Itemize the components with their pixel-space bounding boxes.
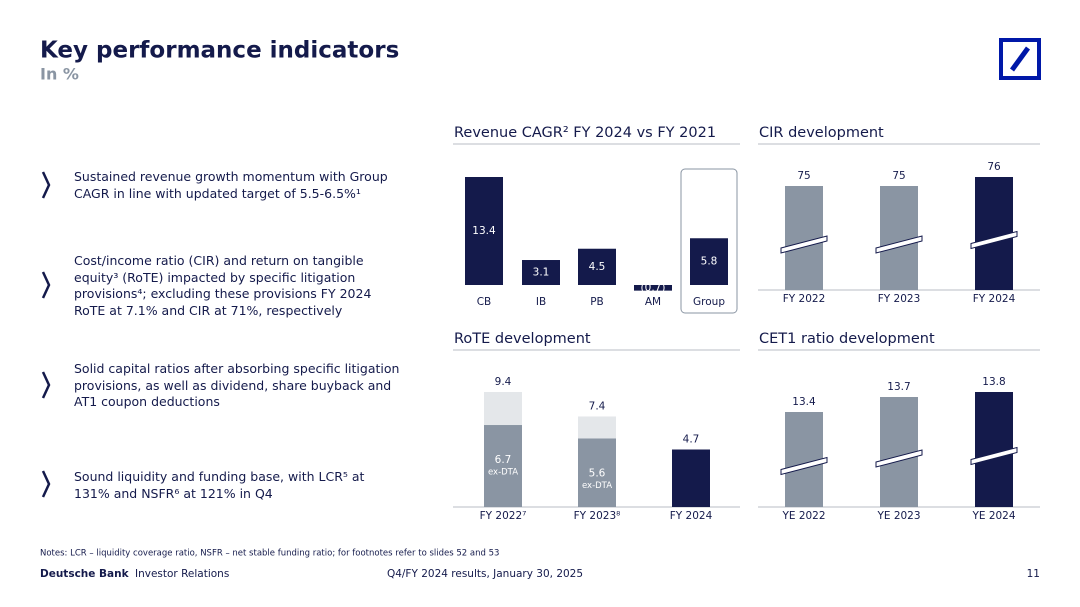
bar [880,397,918,507]
x-tick-label: IB [536,296,546,308]
value-label: 9.4 [495,376,512,388]
x-tick-label: YE 2023 [876,510,920,522]
chart-title: CET1 ratio development [759,331,935,347]
bullet: Sustained revenue growth momentum with G… [74,169,388,201]
axis-break [970,446,1018,466]
brand: Deutsche Bank [40,568,130,580]
bar [578,438,616,507]
event: Q4/FY 2024 results, January 30, 2025 [387,568,583,580]
bar [465,177,503,285]
value-label: 5.6 [589,467,606,479]
value-label: (0.7) [641,282,666,294]
x-tick-label: FY 2022 [783,293,826,305]
value-label: 75 [797,170,810,182]
value-label: 13.7 [887,381,910,393]
bar [690,238,728,285]
page-number: 11 [1027,568,1040,580]
bar [975,177,1013,290]
value-label: 7.4 [589,400,606,412]
bullet: Solid capital ratios after absorbing spe… [74,361,400,409]
chart-title: Revenue CAGR² FY 2024 vs FY 2021 [454,125,716,141]
bullet: Sound liquidity and funding base, with L… [74,469,365,501]
axis-break [780,456,828,476]
chart-title: RoTE development [454,331,591,347]
x-tick-label: FY 2023⁸ [574,510,621,522]
axis-break [970,230,1018,250]
value-label: 6.7 [495,454,512,466]
subtitle: In % [40,65,79,84]
value-label: 75 [892,170,905,182]
series-label: ex-DTA [582,481,612,491]
value-label: 5.8 [701,256,718,268]
bar [634,285,672,291]
value-label: 3.1 [533,267,550,279]
unit: Investor Relations [135,568,229,580]
value-label: 13.8 [982,376,1005,388]
notes: Notes: LCR – liquidity coverage ratio, N… [40,549,499,559]
bar [522,260,560,285]
chevrons [41,171,51,498]
x-tick-label: PB [590,296,604,308]
x-tick-label: FY 2023 [878,293,921,305]
x-tick-label: FY 2024 [670,510,713,522]
x-tick-label: YE 2024 [971,510,1015,522]
highlight-box [680,168,738,314]
bar [578,248,616,285]
axis-break [875,235,923,254]
bar [785,412,823,507]
x-tick-label: FY 2022⁷ [480,510,527,522]
x-tick-label: FY 2024 [973,293,1016,305]
bar [484,425,522,507]
value-label: 76 [987,161,1001,173]
bar [975,392,1013,507]
x-tick-label: CB [477,296,492,308]
x-tick-label: YE 2022 [781,510,825,522]
bullet: Cost/income ratio (CIR) and return on ta… [74,253,372,318]
series-label: ex-DTA [488,468,518,478]
bar [672,449,710,507]
axis-break [780,235,828,254]
bar [880,186,918,290]
axis-break [875,449,923,468]
chart-title: CIR development [759,125,884,141]
value-label: 13.4 [792,396,816,408]
value-label: 13.4 [472,225,496,237]
logo [999,38,1041,80]
title: Key performance indicators [40,38,399,64]
x-tick-label: AM [645,296,661,308]
bar [785,186,823,290]
value-label: 4.7 [683,434,700,446]
x-tick-label: Group [693,296,725,308]
value-label: 4.5 [589,261,606,273]
